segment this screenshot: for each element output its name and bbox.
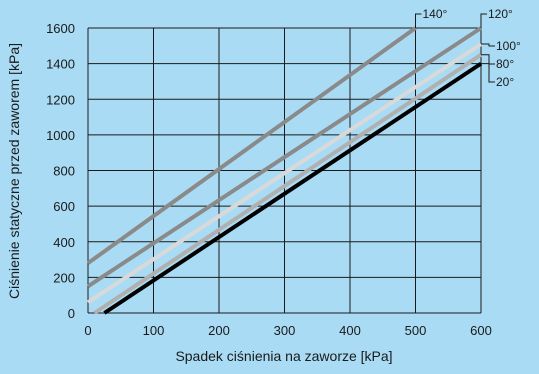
series-line-4 <box>103 61 483 315</box>
series-line-0 <box>86 26 417 265</box>
x-tick-label-1: 100 <box>143 323 165 338</box>
y-tick-label-6: 1200 <box>46 92 75 107</box>
x-axis-title: Spadek ciśnienia na zaworze [kPa] <box>175 348 392 364</box>
series-leader-4 <box>481 63 495 83</box>
series-leader-1 <box>480 13 487 28</box>
grid <box>87 27 482 314</box>
series-label-2: 100° <box>496 39 521 53</box>
x-tick-label-2: 200 <box>208 323 230 338</box>
y-tick-label-1: 200 <box>53 270 75 285</box>
y-tick-label-4: 800 <box>53 164 75 179</box>
y-tick-label-2: 400 <box>53 235 75 250</box>
x-tick-label-6: 600 <box>470 323 492 338</box>
y-tick-label-0: 0 <box>68 306 75 321</box>
series-lines <box>86 26 483 315</box>
y-tick-label-5: 1000 <box>46 128 75 143</box>
y-tick-label-7: 1400 <box>46 57 75 72</box>
series-leader-3 <box>481 54 495 65</box>
series-label-1: 120° <box>488 7 513 21</box>
series-labels: 140° 120° 100° 80° 20° <box>415 7 521 89</box>
series-line-3 <box>93 53 483 315</box>
series-line-1 <box>86 26 483 288</box>
x-tick-label-0: 0 <box>84 323 91 338</box>
x-tick-label-5: 500 <box>405 323 427 338</box>
x-tick-label-3: 300 <box>274 323 296 338</box>
series-line-2 <box>86 42 483 304</box>
series-leader-0 <box>415 13 422 28</box>
y-axis-title: Ciśnienie statyczne przed zaworem [kPa] <box>6 43 22 299</box>
series-label-3: 80° <box>496 57 514 71</box>
series-leader-2 <box>481 43 495 47</box>
y-tick-label-3: 600 <box>53 199 75 214</box>
series-label-0: 140° <box>423 7 448 21</box>
y-tick-label-8: 1600 <box>46 21 75 36</box>
x-tick-label-4: 400 <box>339 323 361 338</box>
tick-labels: 0 100 200 300 400 500 600 0 200 400 600 800 1000 1200… <box>46 21 492 338</box>
series-label-4: 20° <box>496 75 514 89</box>
